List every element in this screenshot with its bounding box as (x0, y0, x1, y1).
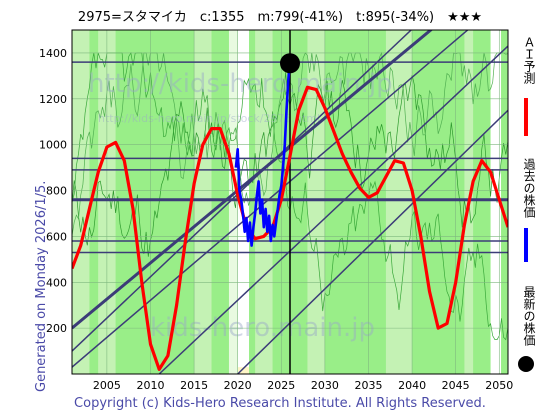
background-band (237, 30, 250, 374)
y-tick-label: 1200 (39, 93, 67, 106)
legend-past-label: 過去の株価 (522, 158, 536, 218)
copyright-footer: Copyright (c) Kids-Hero Research Institu… (74, 396, 486, 411)
y-tick-label: 1400 (39, 47, 67, 60)
x-tick-label: 2035 (354, 379, 382, 392)
series-line (234, 63, 291, 247)
legend-past-swatch (524, 228, 528, 262)
series-line (72, 85, 508, 371)
x-tick-label: 2015 (180, 379, 208, 392)
background-band (194, 30, 212, 374)
axis-layer: 2005 2010 2015 2020 2025 2030 2035 2040 2045 2050… (39, 29, 513, 392)
y-tick-label: 600 (46, 230, 67, 243)
watermark-text: http://kids-hero.main.jp/stock/2975.html (98, 112, 320, 125)
y-tick-label: 400 (46, 276, 67, 289)
legend-latest-label: 最新の株価 (522, 286, 536, 346)
x-tick-label: 2040 (398, 379, 426, 392)
trend-line (237, 109, 508, 374)
x-tick-label: 2020 (224, 379, 252, 392)
x-tick-label: 2010 (136, 379, 164, 392)
x-tick-label: 2050 (485, 379, 513, 392)
x-tick-label: 2030 (311, 379, 339, 392)
background-band (228, 30, 238, 374)
background-band (255, 30, 273, 374)
x-tick-label: 2045 (442, 379, 470, 392)
watermark-text: http://kids-hero.main.jp (88, 69, 393, 99)
chart-title: 2975=スタマイカ c:1355 m:799(-41%) t:895(-34%… (77, 10, 483, 25)
trend-line (158, 45, 508, 374)
y-tick-label: 800 (46, 185, 67, 198)
background-band (490, 30, 502, 374)
y-tick-label: 200 (46, 322, 67, 335)
plot-frame (71, 29, 509, 375)
latest-price-marker (280, 53, 300, 74)
legend-forecast-label: ＡＩ予測 (522, 36, 536, 84)
x-tick-label: 2025 (267, 379, 295, 392)
y-tick-label: 1000 (39, 139, 67, 152)
legend-forecast-swatch (524, 98, 528, 136)
series-layer (72, 63, 508, 371)
legend-latest-marker (518, 356, 534, 372)
generated-date-label: Generated on Monday 2026/1/5. (34, 180, 49, 392)
background-band (237, 367, 250, 374)
x-tick-label: 2005 (93, 379, 121, 392)
